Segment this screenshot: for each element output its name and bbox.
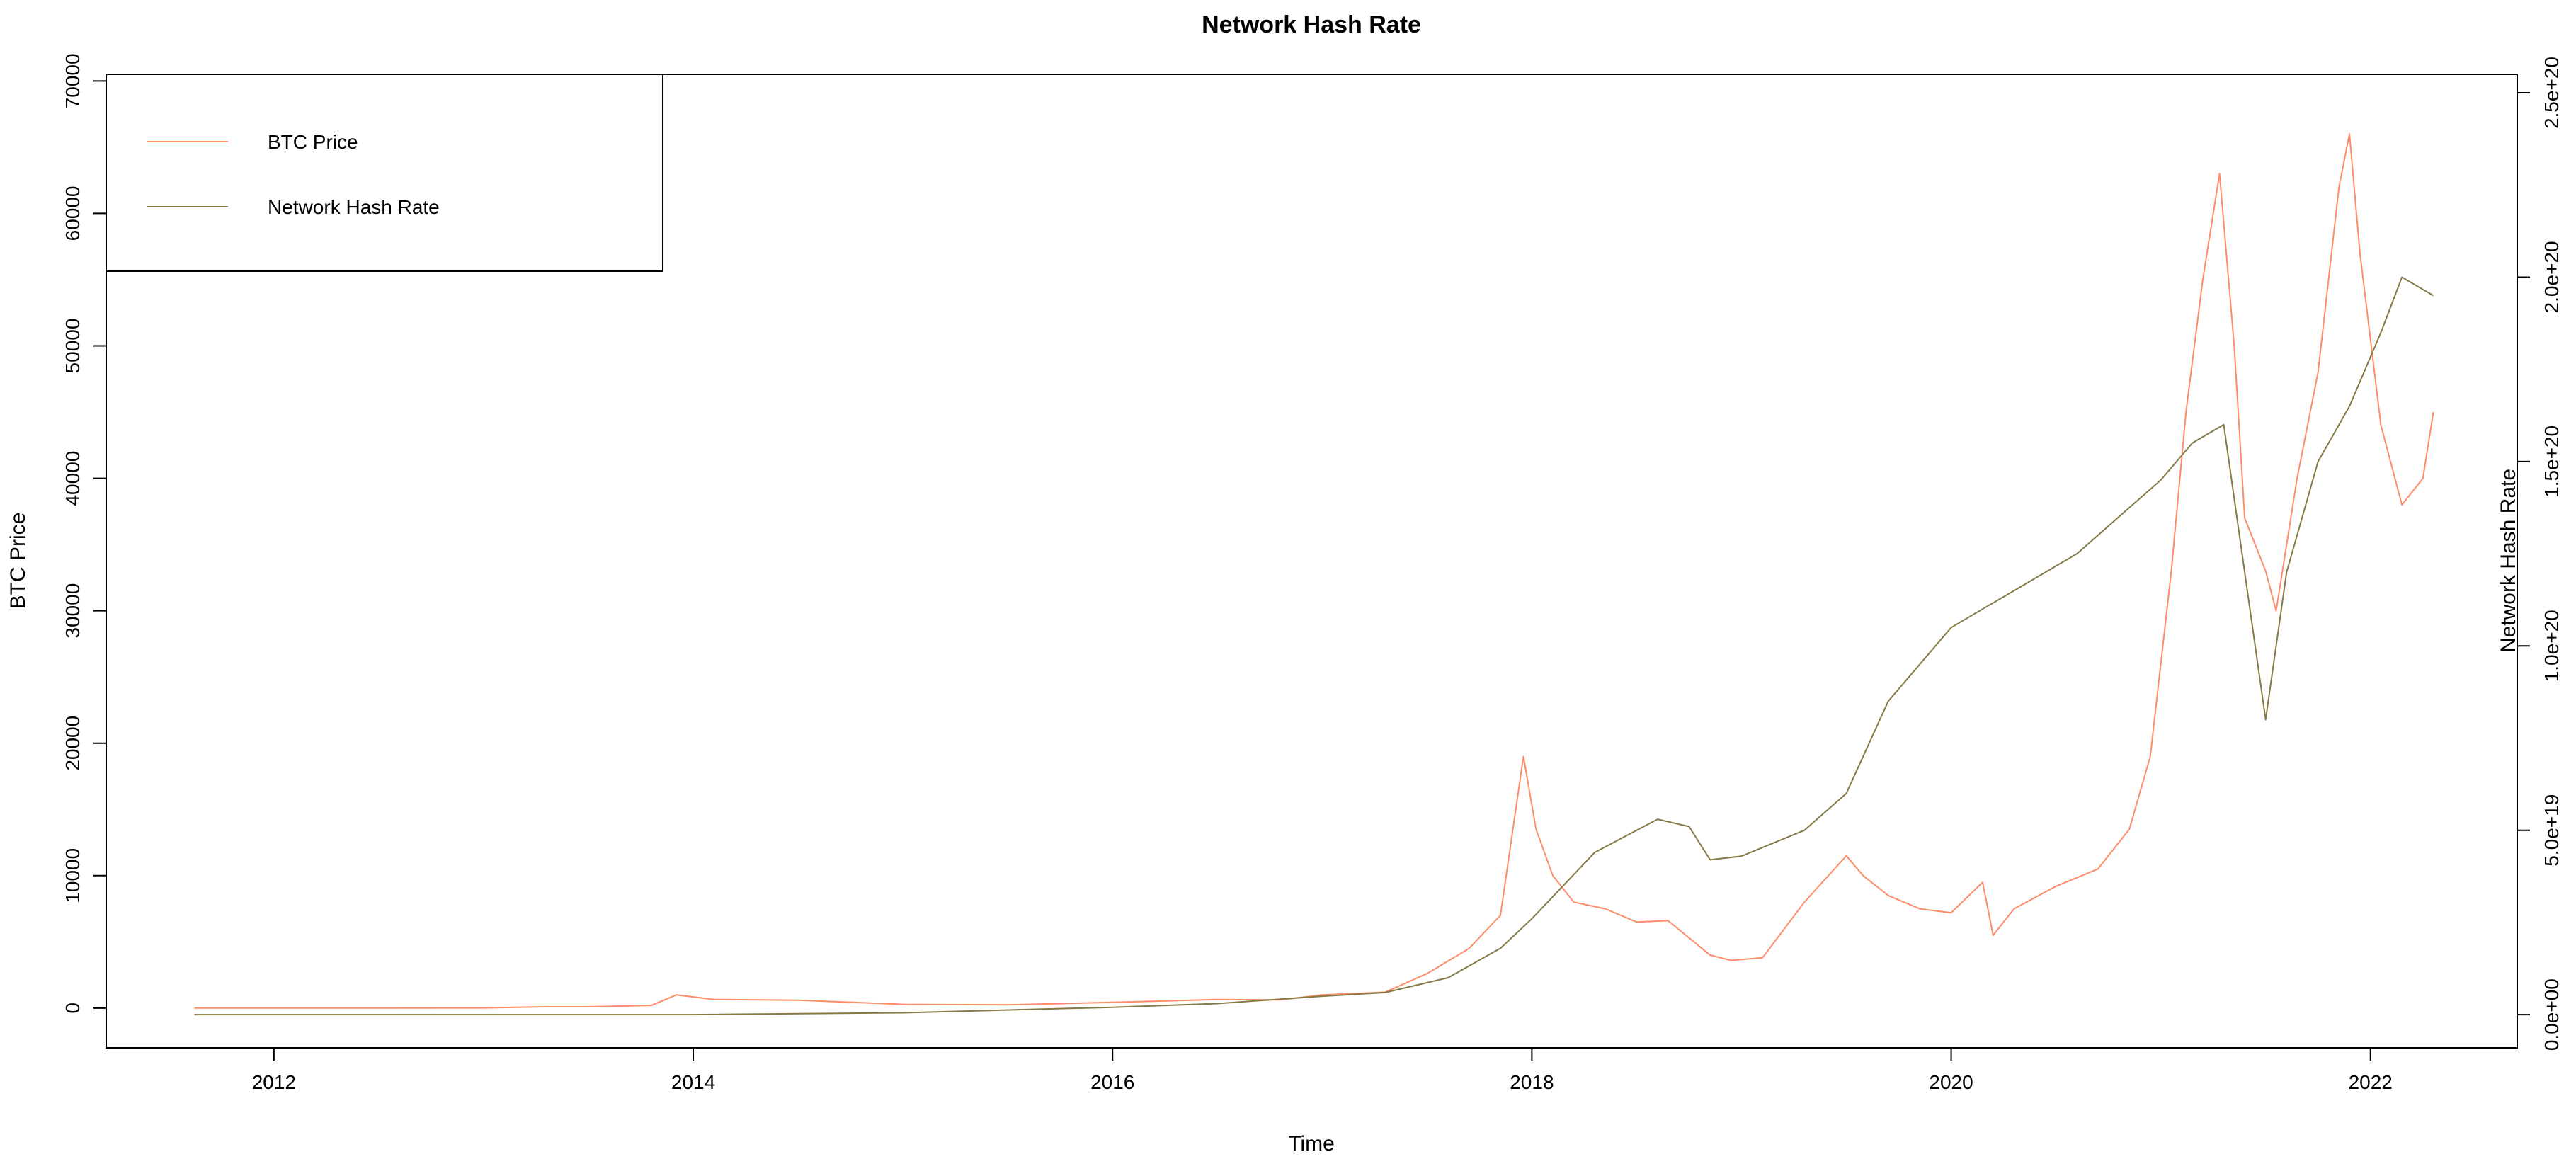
y-left-tick-label: 50000 (62, 319, 84, 374)
x-axis: 2012 2014 2016 2018 2020 2022 (252, 1048, 2393, 1093)
y-left-axis: 0 10000 20000 30000 40000 50000 60000 70000 (62, 53, 106, 1014)
x-tick-label: 2014 (671, 1071, 715, 1093)
y-left-tick-label: 70000 (62, 53, 84, 108)
x-tick-label: 2012 (252, 1071, 296, 1093)
y-left-tick-label: 0 (62, 1003, 84, 1014)
y-right-tick-label: 2.0e+20 (2541, 241, 2563, 313)
y-right-tick-label: 2.5e+20 (2541, 57, 2563, 129)
y-right-axis: 0.0e+00 5.0e+19 1.0e+20 1.5e+20 2.0e+20 2.5e+… (2517, 57, 2563, 1051)
legend-box (106, 74, 663, 272)
x-tick-label: 2018 (1510, 1071, 1554, 1093)
y-right-tick-label: 5.0e+19 (2541, 794, 2563, 867)
y-right-tick-label: 0.0e+00 (2541, 978, 2563, 1051)
x-tick-label: 2020 (1929, 1071, 1973, 1093)
y-left-tick-label: 20000 (62, 716, 84, 771)
y-right-tick-label: 1.0e+20 (2541, 610, 2563, 682)
legend-label-network-hash-rate: Network Hash Rate (268, 196, 440, 218)
x-tick-label: 2022 (2349, 1071, 2393, 1093)
chart-title: Network Hash Rate (1202, 11, 1421, 38)
y-right-axis-label: Network Hash Rate (2497, 469, 2520, 653)
y-left-tick-label: 30000 (62, 583, 84, 639)
x-tick-label: 2016 (1090, 1071, 1134, 1093)
y-left-tick-label: 10000 (62, 848, 84, 903)
y-left-tick-label: 60000 (62, 185, 84, 241)
series-line-network-hash-rate (194, 276, 2434, 1016)
legend: BTC Price Network Hash Rate (106, 74, 663, 272)
x-axis-label: Time (1288, 1132, 1335, 1155)
plot-frame (106, 74, 2518, 1049)
y-left-axis-label: BTC Price (6, 513, 30, 610)
series-line-btc-price (194, 133, 2434, 1009)
legend-label-btc-price: BTC Price (268, 131, 358, 153)
series-layer (194, 133, 2434, 1016)
y-left-tick-label: 40000 (62, 451, 84, 506)
y-right-tick-label: 1.5e+20 (2541, 426, 2563, 498)
